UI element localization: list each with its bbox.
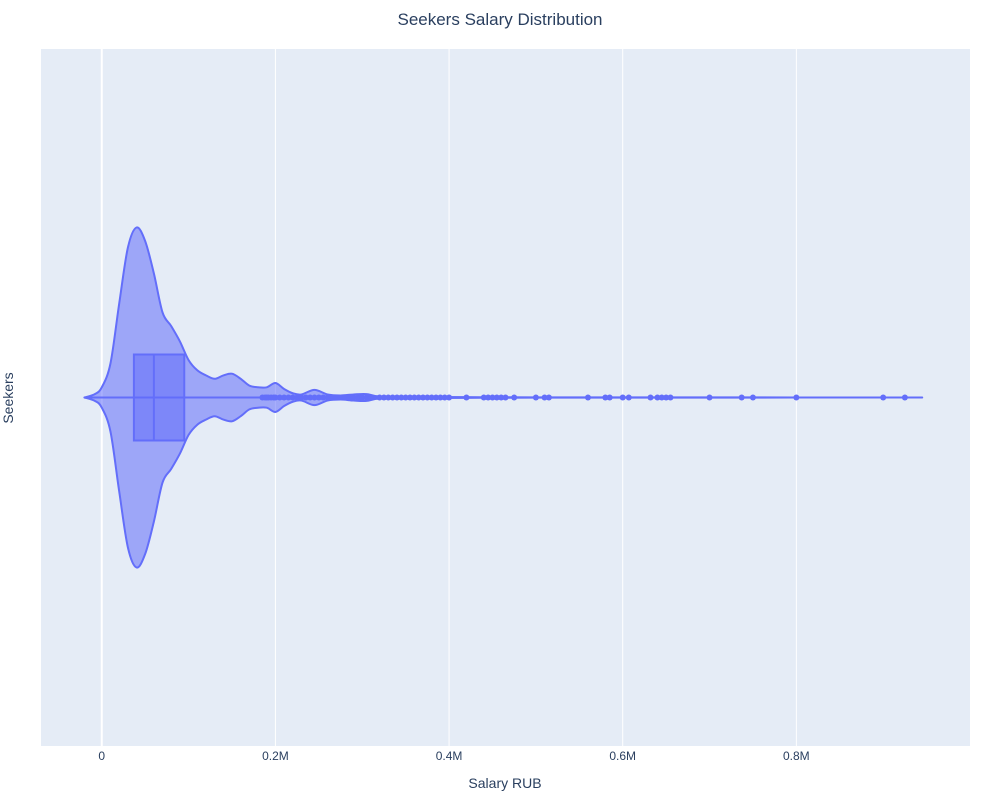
outlier-point-73 bbox=[901, 394, 908, 401]
outlier-point-15 bbox=[311, 394, 318, 401]
outlier-point-72 bbox=[880, 394, 887, 401]
outlier-point-22 bbox=[341, 394, 348, 401]
x-axis-title: Salary RUB bbox=[468, 775, 541, 791]
x-tick-label-0: 0 bbox=[98, 749, 105, 763]
outlier-point-29 bbox=[367, 394, 374, 401]
outlier-point-28 bbox=[363, 394, 370, 401]
outlier-point-34 bbox=[393, 394, 400, 401]
outlier-point-6 bbox=[272, 394, 279, 401]
outlier-point-58 bbox=[584, 394, 591, 401]
outlier-point-70 bbox=[749, 394, 756, 401]
outlier-point-56 bbox=[541, 394, 548, 401]
outlier-point-50 bbox=[489, 394, 496, 401]
outlier-point-59 bbox=[602, 394, 609, 401]
outlier-point-7 bbox=[276, 394, 283, 401]
outlier-point-20 bbox=[333, 394, 340, 401]
outlier-point-32 bbox=[385, 394, 392, 401]
x-tick-label-1: 0.2M bbox=[262, 749, 289, 763]
outlier-point-60 bbox=[606, 394, 613, 401]
outlier-point-24 bbox=[350, 394, 357, 401]
outlier-point-63 bbox=[647, 394, 654, 401]
outlier-point-61 bbox=[619, 394, 626, 401]
outlier-point-14 bbox=[307, 394, 314, 401]
x-tick-label-3: 0.6M bbox=[609, 749, 636, 763]
outlier-point-64 bbox=[654, 394, 661, 401]
outlier-point-48 bbox=[480, 394, 487, 401]
outlier-point-11 bbox=[294, 394, 301, 401]
outlier-point-27 bbox=[359, 394, 366, 401]
outlier-point-49 bbox=[485, 394, 492, 401]
outlier-point-10 bbox=[289, 394, 296, 401]
x-tick-label-4: 0.8M bbox=[783, 749, 810, 763]
outlier-point-52 bbox=[498, 394, 505, 401]
outlier-point-39 bbox=[415, 394, 422, 401]
outlier-point-13 bbox=[302, 394, 309, 401]
outlier-point-57 bbox=[545, 394, 552, 401]
outlier-point-47 bbox=[463, 394, 470, 401]
outlier-point-71 bbox=[793, 394, 800, 401]
outlier-point-46 bbox=[446, 394, 453, 401]
outlier-point-38 bbox=[411, 394, 418, 401]
outlier-point-40 bbox=[420, 394, 427, 401]
outlier-point-62 bbox=[625, 394, 632, 401]
outlier-point-36 bbox=[402, 394, 409, 401]
outlier-point-18 bbox=[324, 394, 331, 401]
outlier-point-67 bbox=[667, 394, 674, 401]
chart-title: Seekers Salary Distribution bbox=[397, 10, 602, 29]
outlier-point-30 bbox=[376, 394, 383, 401]
outlier-point-44 bbox=[437, 394, 444, 401]
outlier-point-16 bbox=[315, 394, 322, 401]
outlier-point-68 bbox=[706, 394, 713, 401]
outlier-point-41 bbox=[424, 394, 431, 401]
outlier-point-55 bbox=[532, 394, 539, 401]
outlier-point-66 bbox=[663, 394, 670, 401]
outlier-point-23 bbox=[346, 394, 353, 401]
x-tick-label-2: 0.4M bbox=[436, 749, 463, 763]
outlier-point-51 bbox=[493, 394, 500, 401]
outlier-point-19 bbox=[328, 394, 335, 401]
outlier-point-9 bbox=[285, 394, 292, 401]
outlier-point-21 bbox=[337, 394, 344, 401]
outlier-point-17 bbox=[320, 394, 327, 401]
outlier-point-12 bbox=[298, 394, 305, 401]
outlier-point-35 bbox=[398, 394, 405, 401]
violin-layer bbox=[83, 226, 924, 569]
outlier-point-43 bbox=[433, 394, 440, 401]
box-iqr bbox=[132, 353, 186, 442]
outlier-point-53 bbox=[502, 394, 509, 401]
outlier-point-65 bbox=[658, 394, 665, 401]
outlier-point-54 bbox=[511, 394, 518, 401]
y-axis-title: Seekers bbox=[0, 372, 16, 423]
outlier-point-31 bbox=[380, 394, 387, 401]
outlier-point-42 bbox=[428, 394, 435, 401]
x-tick-labels: 0 0.2M 0.4M 0.6M 0.8M bbox=[98, 749, 809, 763]
outlier-point-69 bbox=[738, 394, 745, 401]
outlier-point-8 bbox=[281, 394, 288, 401]
outlier-point-45 bbox=[441, 394, 448, 401]
outlier-point-33 bbox=[389, 394, 396, 401]
outlier-point-37 bbox=[406, 394, 413, 401]
